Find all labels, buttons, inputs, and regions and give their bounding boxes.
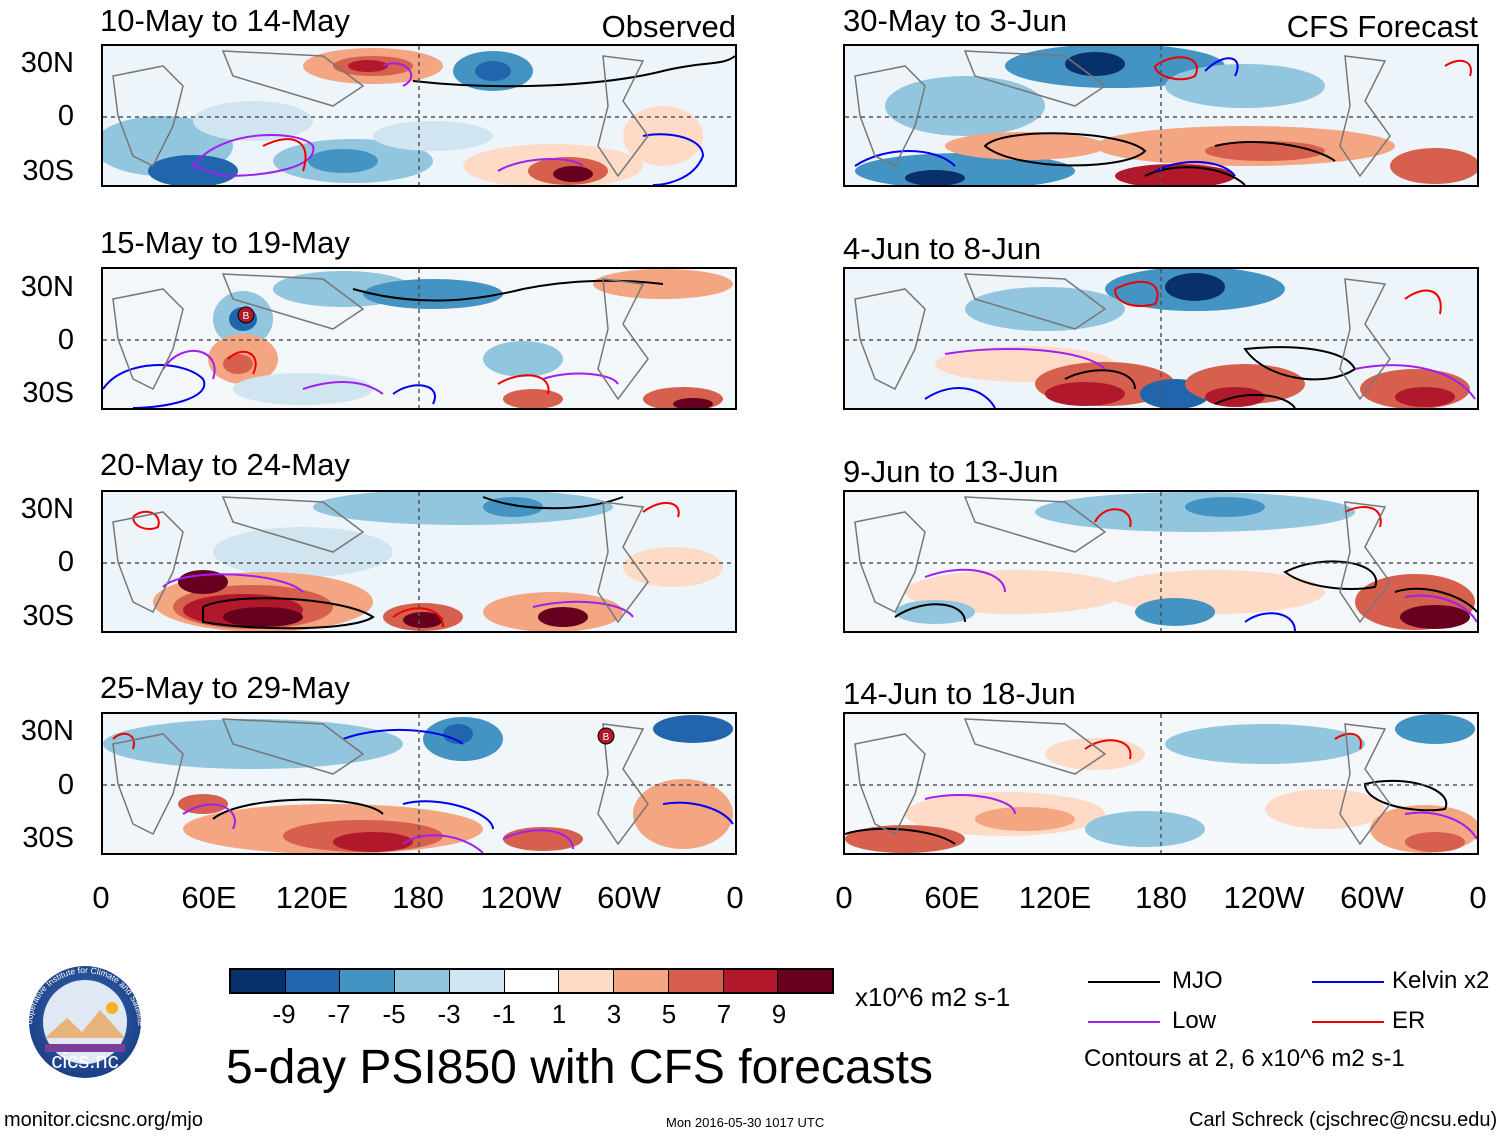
observed-label: Observed [601, 9, 736, 44]
lon-label-fcst-120e: 120E [1018, 880, 1092, 915]
fcst-panel-1-title: 30-May to 3-Jun [843, 3, 1067, 38]
lat-label-30n: 30N [20, 715, 74, 747]
colorbar-ticks: -9 -7 -5 -3 -1 1 3 5 7 9 [229, 994, 834, 1034]
lon-label-fcst-0-end: 0 [1469, 880, 1487, 915]
colorbar-tick-label: 1 [551, 999, 567, 1029]
lon-label-obs-120w: 120W [480, 880, 562, 915]
lon-label-obs-0: 0 [92, 880, 110, 915]
fcst-panel-4-title: 14-Jun to 18-Jun [843, 676, 1076, 711]
colorbar-tick-label: -3 [437, 999, 461, 1029]
lon-label-fcst-60w: 60W [1340, 880, 1404, 915]
legend-note: Contours at 2, 6 x10^6 m2 s-1 [1084, 1045, 1405, 1072]
fcst-map-2 [843, 267, 1479, 410]
obs-panel-3-title: 20-May to 24-May [100, 447, 350, 482]
lon-label-fcst-0: 0 [835, 880, 853, 915]
colorbar-swatch [339, 970, 395, 992]
lon-label-obs-180: 180 [392, 880, 444, 915]
colorbar-swatch [503, 970, 559, 992]
colorbar-swatch [777, 970, 833, 992]
fcst-map-1 [843, 44, 1479, 187]
legend-label-kelvin: Kelvin x2 [1392, 967, 1490, 994]
colorbar-swatch [558, 970, 614, 992]
lat-label-30n: 30N [20, 271, 74, 303]
storm-marker-icon [237, 306, 255, 324]
obs-panel-2-title: 15-May to 19-May [100, 225, 350, 260]
lat-label-30s: 30S [22, 600, 74, 632]
legend-label-low: Low [1172, 1007, 1217, 1034]
colorbar-tick-label: 9 [771, 999, 787, 1029]
footer-timestamp: Mon 2016-05-30 1017 UTC [666, 1115, 825, 1130]
legend-swatch-mjo [1088, 981, 1160, 983]
lon-label-obs-0-end: 0 [726, 880, 744, 915]
legend-label-mjo: MJO [1172, 967, 1223, 994]
fcst-panel-2-title: 4-Jun to 8-Jun [843, 231, 1042, 266]
colorbar-units: x10^6 m2 s-1 [855, 982, 1011, 1012]
lat-label-eq: 0 [57, 324, 74, 356]
storm-marker-icon [597, 727, 615, 745]
colorbar-swatch [231, 970, 285, 992]
colorbar-tick-label: 7 [716, 999, 732, 1029]
lon-label-fcst-180: 180 [1135, 880, 1187, 915]
legend-swatch-low [1088, 1021, 1160, 1023]
colorbar-tick-label: -7 [327, 999, 351, 1029]
legend-swatch-kelvin [1312, 981, 1384, 983]
lon-label-fcst-60e: 60E [924, 880, 980, 915]
colorbar-tick-label: -9 [272, 999, 296, 1029]
fcst-map-3 [843, 490, 1479, 633]
logo-text: cics.nc [51, 1048, 118, 1073]
lon-label-obs-120e: 120E [275, 880, 349, 915]
lat-label-30n: 30N [20, 493, 74, 525]
page-title: 5-day PSI850 with CFS forecasts [226, 1041, 933, 1094]
lon-label-obs-60e: 60E [181, 880, 237, 915]
lat-label-eq: 0 [57, 546, 74, 578]
obs-map-2: B [101, 267, 737, 410]
fcst-map-4 [843, 712, 1479, 855]
lat-label-30n: 30N [20, 47, 74, 79]
legend-label-er: ER [1392, 1007, 1426, 1034]
legend-swatch-er [1312, 1021, 1384, 1023]
obs-map-4: B [101, 712, 737, 855]
lat-label-30s: 30S [22, 822, 74, 854]
storm-marker-label: B [603, 732, 610, 743]
obs-map-3 [101, 490, 737, 633]
lat-label-eq: 0 [57, 769, 74, 801]
colorbar-tick-label: -1 [492, 999, 516, 1029]
colorbar-swatch [448, 970, 504, 992]
cics-logo: Cooperative Institute for Climate and Sa… [9, 952, 158, 1078]
colorbar-swatch [394, 970, 449, 992]
colorbar-tick-label: -5 [382, 999, 406, 1029]
lat-label-eq: 0 [57, 100, 74, 132]
colorbar [229, 968, 834, 994]
obs-map-1 [101, 44, 737, 187]
colorbar-swatch [722, 970, 778, 992]
obs-panel-4-title: 25-May to 29-May [100, 670, 350, 705]
lon-label-obs-60w: 60W [597, 880, 661, 915]
forecast-label: CFS Forecast [1286, 9, 1478, 44]
colorbar-swatch [667, 970, 723, 992]
footer-url: monitor.cicsnc.org/mjo [4, 1109, 203, 1131]
footer-credit: Carl Schreck (cjschrec@ncsu.edu) [1189, 1109, 1498, 1131]
colorbar-swatch [284, 970, 340, 992]
colorbar-tick-label: 5 [661, 999, 677, 1029]
lat-label-30s: 30S [22, 155, 74, 187]
lon-label-fcst-120w: 120W [1223, 880, 1305, 915]
fcst-panel-3-title: 9-Jun to 13-Jun [843, 454, 1059, 489]
lat-label-30s: 30S [22, 377, 74, 409]
colorbar-tick-label: 3 [606, 999, 622, 1029]
storm-marker-label: B [243, 311, 250, 322]
colorbar-swatch [613, 970, 668, 992]
obs-panel-1-title: 10-May to 14-May [100, 3, 350, 38]
